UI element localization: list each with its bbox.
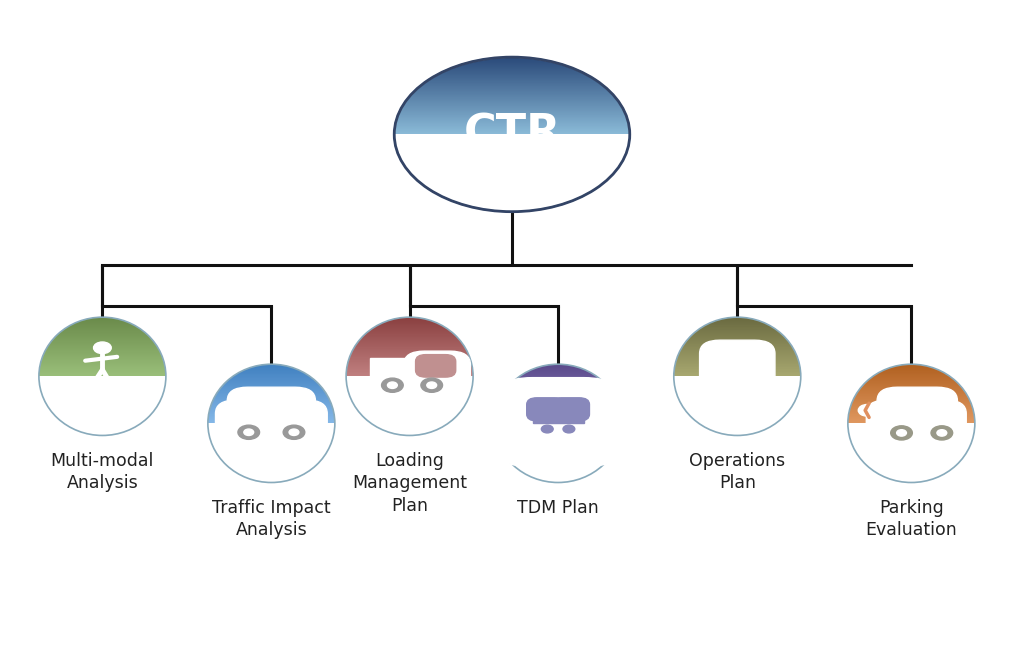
Circle shape (93, 342, 112, 353)
Circle shape (542, 425, 553, 433)
FancyBboxPatch shape (227, 387, 315, 427)
Circle shape (421, 378, 442, 392)
Text: Loading
Management
Plan: Loading Management Plan (352, 452, 467, 515)
Text: TDM Plan: TDM Plan (517, 499, 599, 517)
Circle shape (244, 429, 254, 435)
Circle shape (727, 381, 748, 394)
Bar (705, 350, 720, 355)
FancyBboxPatch shape (215, 400, 328, 445)
Circle shape (858, 405, 876, 416)
Circle shape (284, 425, 305, 439)
Text: Operations
Plan: Operations Plan (689, 452, 785, 493)
Text: Multi-modal
Analysis: Multi-modal Analysis (51, 452, 154, 493)
Circle shape (238, 425, 259, 439)
FancyBboxPatch shape (878, 387, 957, 427)
Circle shape (289, 429, 299, 435)
Circle shape (727, 367, 748, 380)
Text: CTR: CTR (463, 113, 561, 156)
Circle shape (563, 425, 574, 433)
Bar (720, 395, 755, 398)
FancyBboxPatch shape (416, 355, 456, 377)
Bar (371, 358, 424, 382)
FancyBboxPatch shape (526, 398, 565, 421)
FancyBboxPatch shape (551, 398, 590, 421)
Text: Parking
Evaluation: Parking Evaluation (865, 499, 957, 540)
Bar (755, 350, 770, 355)
Circle shape (897, 429, 906, 436)
Circle shape (937, 429, 947, 436)
Text: Traffic Impact
Analysis: Traffic Impact Analysis (212, 499, 331, 540)
Circle shape (427, 382, 436, 388)
Circle shape (931, 426, 952, 440)
FancyBboxPatch shape (403, 351, 470, 396)
Circle shape (387, 382, 397, 388)
Circle shape (382, 378, 403, 392)
Circle shape (727, 353, 748, 366)
Circle shape (891, 426, 912, 440)
FancyBboxPatch shape (866, 400, 967, 445)
FancyBboxPatch shape (492, 378, 625, 467)
Bar (532, 420, 584, 423)
FancyBboxPatch shape (699, 340, 775, 409)
